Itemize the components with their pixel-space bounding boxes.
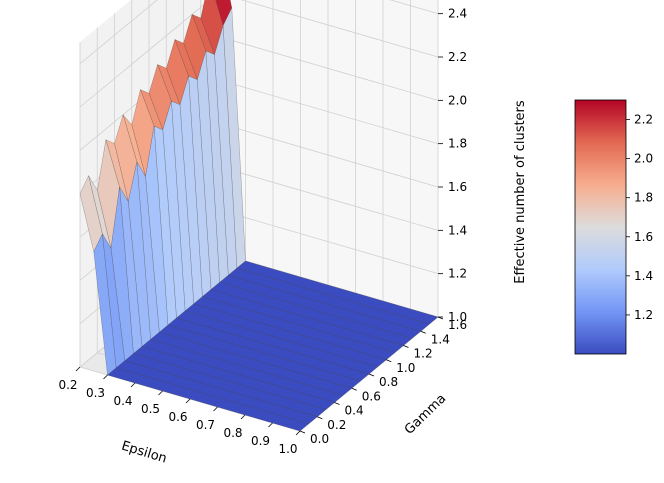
- x-tick-mark: [268, 422, 273, 428]
- grid-line: [79, 0, 211, 108]
- y-tick-mark: [334, 402, 340, 405]
- grid-line: [217, 209, 439, 275]
- y-tick-mark: [351, 387, 357, 391]
- y-tick-label: 1.2: [414, 347, 433, 361]
- colorbar-tick-label: 1.4: [634, 269, 653, 283]
- y-tick-label: 0.8: [379, 375, 398, 389]
- grid-line: [389, 0, 439, 15]
- grid-line: [217, 79, 439, 145]
- x-tick-mark: [130, 382, 136, 388]
- x-tick-label: 0.5: [141, 402, 160, 416]
- grid-line: [217, 35, 439, 101]
- x-tick-label: 0.6: [168, 410, 187, 424]
- y-tick-mark: [420, 330, 426, 334]
- grid-line: [217, 165, 439, 231]
- surface-mesh: [79, 0, 439, 432]
- x-axis-label: Epsilon: [120, 439, 169, 467]
- x-tick-mark: [158, 390, 163, 396]
- grid-line: [217, 122, 439, 188]
- y-tick-mark: [368, 373, 375, 377]
- y-tick-mark: [403, 345, 409, 348]
- y-tick-mark: [317, 416, 323, 420]
- z-tick-label: 1.6: [448, 180, 467, 194]
- colorbar-gradient: [574, 99, 627, 355]
- x-tick-mark: [75, 366, 81, 372]
- y-axis-label: Gamma: [402, 391, 449, 437]
- z-tick-label: 2.0: [448, 93, 467, 107]
- x-tick-label: 1.0: [278, 442, 297, 456]
- colorbar-tick-label: 2.2: [634, 113, 653, 127]
- x-tick-mark: [295, 430, 301, 436]
- grid-line: [240, 0, 439, 58]
- z-tick-label: 1.2: [448, 267, 467, 281]
- x-tick-label: 0.3: [86, 386, 105, 400]
- surface-facet: [107, 367, 309, 432]
- y-tick-mark: [299, 430, 306, 434]
- x-tick-label: 0.7: [196, 418, 215, 432]
- z-tick-label: 1.4: [448, 223, 467, 237]
- colorbar: 1.2 1.4 1.6 1.8 2.0 2.2: [574, 99, 653, 355]
- x-tick-label: 0.8: [223, 426, 242, 440]
- y-tick-label: 1.6: [448, 318, 467, 332]
- axis-ticks: 0.20.30.40.50.60.70.80.91.00.00.20.40.60…: [58, 7, 467, 456]
- y-tick-label: 1.4: [431, 332, 450, 346]
- y-tick-label: 1.0: [396, 361, 415, 375]
- colorbar-tick-label: 1.6: [634, 230, 653, 244]
- x-tick-label: 0.2: [58, 378, 77, 392]
- y-tick-mark: [386, 359, 392, 363]
- x-tick-mark: [103, 374, 108, 380]
- y-tick-label: 0.6: [362, 389, 381, 403]
- z-axis-label: Effective number of clusters: [513, 100, 528, 284]
- grid-line: [79, 0, 158, 64]
- y-tick-label: 0.4: [345, 404, 364, 418]
- colorbar-tick-label: 2.0: [634, 152, 653, 166]
- y-tick-label: 0.0: [310, 432, 329, 446]
- z-tick-label: 1.8: [448, 137, 467, 151]
- x-tick-label: 0.4: [113, 394, 132, 408]
- colorbar-tick-label: 1.8: [634, 191, 653, 205]
- y-tick-label: 0.2: [327, 418, 346, 432]
- x-tick-mark: [185, 398, 191, 404]
- z-tick-label: 2.2: [448, 50, 467, 64]
- z-tick-label: 1.0: [448, 310, 467, 324]
- colorbar-tick-label: 1.2: [634, 308, 653, 322]
- z-tick-label: 2.4: [448, 7, 467, 21]
- x-tick-label: 0.9: [251, 434, 270, 448]
- x-tick-mark: [240, 414, 246, 420]
- x-tick-mark: [213, 406, 218, 412]
